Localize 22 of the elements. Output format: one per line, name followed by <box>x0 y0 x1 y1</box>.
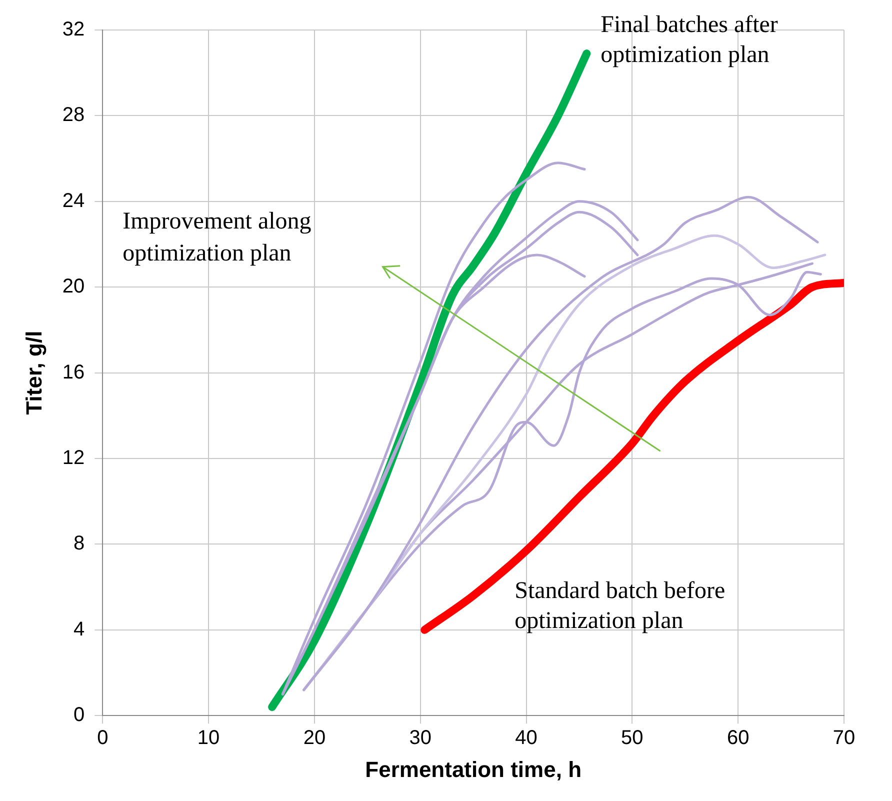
x-tick-label: 0 <box>97 727 108 750</box>
y-tick-label: 4 <box>74 618 85 640</box>
y-tick-label: 0 <box>74 704 85 726</box>
x-tick-label: 40 <box>515 727 538 750</box>
y-tick-label: 16 <box>62 361 85 384</box>
x-tick-label: 10 <box>197 727 220 750</box>
y-tick-label: 28 <box>62 104 85 126</box>
y-tick-label: 24 <box>62 190 85 212</box>
y-tick-label: 32 <box>62 18 85 41</box>
x-axis-title: Fermentation time, h <box>365 756 582 782</box>
y-axis-title: Titer, g/l <box>21 330 46 415</box>
series-label: Final batches after optimization plan <box>600 12 778 68</box>
x-tick-label: 20 <box>303 727 326 750</box>
x-tick-label: 30 <box>409 727 432 750</box>
x-tick-label: 70 <box>832 727 856 750</box>
y-tick-label: 8 <box>74 532 85 555</box>
x-tick-label: 50 <box>621 727 644 750</box>
series-label: Standard batch before optimization plan <box>514 578 726 634</box>
y-tick-label: 20 <box>62 276 85 298</box>
x-tick-label: 60 <box>726 727 750 750</box>
annotation: Improvement along optimization plan <box>122 208 312 266</box>
y-tick-label: 12 <box>62 447 85 470</box>
